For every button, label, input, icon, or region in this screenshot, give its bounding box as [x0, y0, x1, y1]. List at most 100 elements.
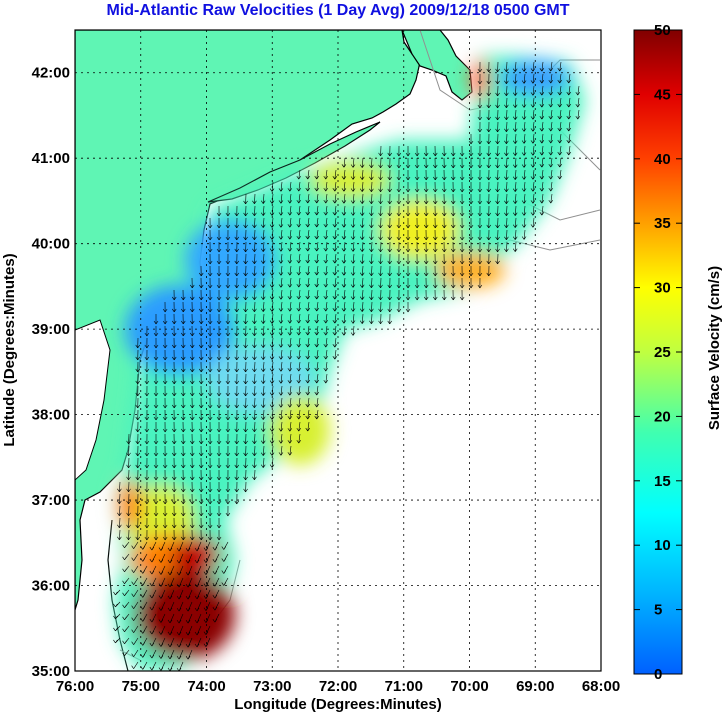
velocity-arrow	[442, 265, 447, 277]
velocity-arrow	[194, 541, 202, 552]
velocity-arrow	[171, 289, 177, 301]
velocity-arrow	[190, 397, 195, 409]
velocity-arrow	[131, 613, 139, 621]
velocity-arrow	[260, 217, 266, 228]
velocity-arrow	[162, 421, 168, 433]
velocity-arrow	[225, 337, 231, 349]
velocity-arrow	[521, 85, 527, 96]
velocity-arrow	[243, 205, 248, 217]
velocity-arrow	[171, 385, 177, 397]
velocity-arrow	[181, 445, 186, 457]
velocity-arrow	[287, 277, 293, 288]
velocity-arrow	[162, 445, 168, 457]
velocity-arrow	[216, 421, 222, 433]
velocity-arrow	[495, 145, 500, 157]
velocity-arrow	[225, 481, 231, 493]
velocity-arrow	[181, 373, 186, 385]
velocity-arrow	[341, 217, 347, 228]
velocity-arrow	[350, 313, 356, 324]
velocity-arrow	[341, 325, 347, 336]
colorbar-tick-label: 50	[654, 22, 671, 39]
velocity-arrow	[433, 229, 438, 241]
velocity-arrow	[575, 97, 581, 108]
velocity-arrow	[486, 193, 491, 205]
velocity-arrow	[442, 277, 447, 289]
velocity-arrow	[296, 325, 302, 336]
velocity-arrow	[477, 73, 483, 85]
velocity-arrow	[252, 409, 257, 420]
velocity-arrow	[305, 169, 310, 180]
velocity-arrow	[504, 97, 509, 108]
velocity-arrow	[190, 325, 195, 337]
velocity-arrow	[252, 241, 257, 252]
velocity-arrow	[176, 601, 184, 612]
velocity-arrow	[162, 313, 168, 325]
velocity-arrow	[216, 469, 222, 481]
velocity-arrow	[190, 301, 195, 313]
x-axis-ticks: 76:00 75:00 74:00 73:00 72:00 71:00 70:00 69:00…	[56, 678, 620, 695]
velocity-arrow	[207, 313, 213, 325]
velocity-arrow	[486, 253, 491, 265]
velocity-arrow	[144, 529, 150, 541]
velocity-arrow	[287, 385, 293, 396]
colorbar-tick-label: 45	[654, 86, 671, 103]
velocity-arrow	[162, 397, 168, 409]
velocity-arrow	[477, 85, 483, 97]
velocity-arrow	[243, 313, 248, 325]
velocity-arrow	[181, 457, 186, 469]
velocity-arrow	[278, 277, 284, 288]
velocity-arrow	[126, 469, 131, 481]
velocity-arrow	[468, 181, 474, 193]
velocity-arrow	[504, 157, 509, 168]
velocity-arrow	[495, 97, 500, 109]
velocity-arrow	[122, 589, 130, 596]
velocity-arrow	[194, 553, 202, 564]
velocity-arrow	[194, 601, 202, 612]
velocity-arrow	[167, 589, 175, 600]
velocity-arrow	[252, 217, 257, 228]
velocity-arrow	[396, 277, 402, 289]
velocity-arrow	[359, 157, 365, 168]
velocity-arrow	[359, 289, 365, 300]
velocity-arrow	[158, 661, 166, 671]
velocity-arrow	[278, 181, 284, 192]
velocity-arrow	[548, 133, 554, 144]
velocity-arrow	[296, 217, 302, 228]
velocity-arrow	[414, 217, 420, 229]
velocity-arrow	[350, 157, 356, 168]
velocity-arrow	[162, 505, 168, 517]
velocity-arrow	[387, 229, 392, 241]
velocity-arrow	[512, 85, 518, 96]
velocity-arrow	[387, 145, 392, 157]
velocity-arrow	[341, 229, 347, 240]
velocity-arrow	[243, 361, 248, 373]
velocity-arrow	[442, 157, 447, 169]
velocity-arrow	[216, 517, 222, 529]
velocity-arrow	[122, 541, 130, 548]
velocity-arrow	[557, 97, 562, 108]
velocity-arrow	[158, 625, 166, 635]
velocity-arrow	[207, 277, 213, 289]
velocity-arrow	[171, 373, 177, 385]
velocity-arrow	[495, 109, 500, 121]
velocity-arrow	[468, 193, 474, 205]
velocity-arrow	[433, 181, 438, 193]
velocity-arrow	[450, 265, 456, 277]
velocity-arrow	[539, 193, 545, 204]
velocity-arrow	[117, 493, 122, 504]
velocity-arrow	[323, 169, 329, 180]
velocity-arrow	[153, 313, 159, 325]
velocity-arrow	[207, 229, 213, 241]
velocity-arrow	[521, 217, 527, 228]
velocity-arrow	[521, 169, 527, 180]
velocity-arrow	[216, 301, 222, 313]
velocity-arrow	[387, 181, 392, 193]
velocity-arrow	[530, 61, 536, 72]
velocity-arrow	[126, 481, 131, 493]
velocity-arrow	[387, 193, 392, 205]
velocity-arrow	[135, 469, 140, 481]
velocity-arrow	[305, 373, 310, 384]
velocity-arrow	[252, 253, 257, 264]
velocity-arrow	[131, 577, 139, 585]
velocity-arrow	[252, 385, 257, 396]
